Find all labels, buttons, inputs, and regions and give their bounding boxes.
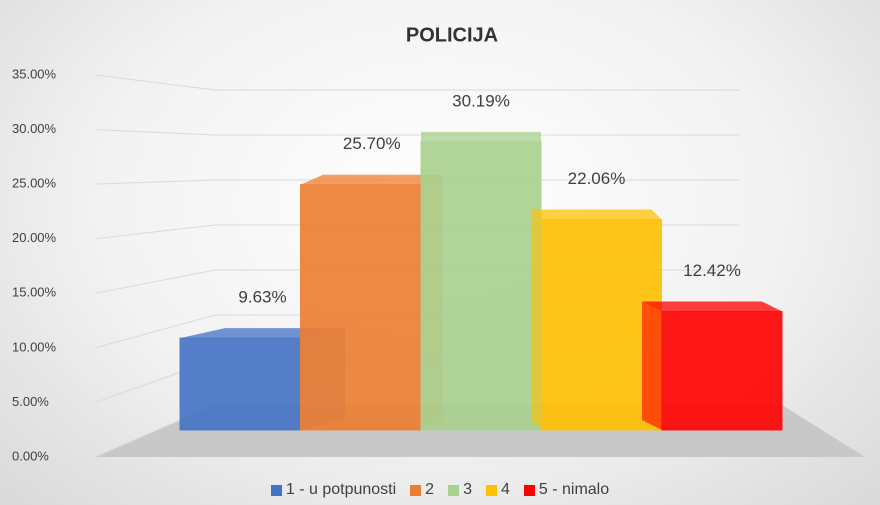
bar-top [531,209,662,220]
y-tick-label: 0.00% [12,448,49,463]
y-tick-label: 15.00% [12,285,57,300]
y-tick-label: 20.00% [12,230,57,245]
legend-swatch [270,484,282,496]
legend-item: 1 - u potpunosti [270,481,397,499]
legend-item: 4 [485,481,510,499]
legend-label: 2 [425,481,435,498]
legend-label: 4 [500,481,510,498]
bar [661,310,783,431]
data-label: 9.63% [238,288,286,307]
bar-side [531,209,542,430]
bar [420,141,542,431]
bar-top [642,301,782,312]
data-label: 25.70% [343,134,401,153]
legend-item: 3 [448,481,472,499]
y-tick-label: 30.00% [12,121,57,136]
chart-title: POLICIJA [406,24,498,46]
bar-top [421,131,541,142]
bar-side [642,301,662,430]
legend-label: 5 - nimalo [538,481,610,498]
y-tick-label: 5.00% [12,394,49,409]
legend-label: 1 - u potpunosti [285,481,397,498]
grid-line [94,74,740,91]
bar [541,218,662,431]
bar [179,337,301,431]
bar-top [300,174,443,185]
y-tick-label: 25.00% [12,176,57,191]
data-label: 12.42% [683,261,741,280]
grid-line [94,179,740,185]
data-label: 30.19% [452,91,510,110]
legend-swatch [448,484,460,496]
y-tick-label: 10.00% [12,339,57,354]
data-label: 22.06% [568,169,626,188]
legend-label: 3 [463,481,472,498]
legend-swatch [410,484,422,496]
bar [300,184,421,431]
legend: 1 - u potpunosti 2 3 4 5 - nimalo [0,481,880,499]
legend-item: 5 - nimalo [523,481,610,499]
legend-swatch [485,484,497,496]
legend-item: 2 [410,481,434,499]
grid-line [94,129,740,136]
y-tick-label: 35.00% [12,66,57,81]
legend-swatch [523,484,535,496]
